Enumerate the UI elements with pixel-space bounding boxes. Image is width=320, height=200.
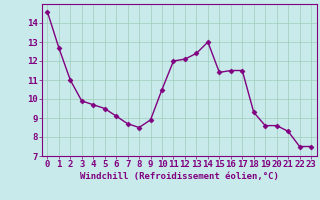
X-axis label: Windchill (Refroidissement éolien,°C): Windchill (Refroidissement éolien,°C) <box>80 172 279 181</box>
